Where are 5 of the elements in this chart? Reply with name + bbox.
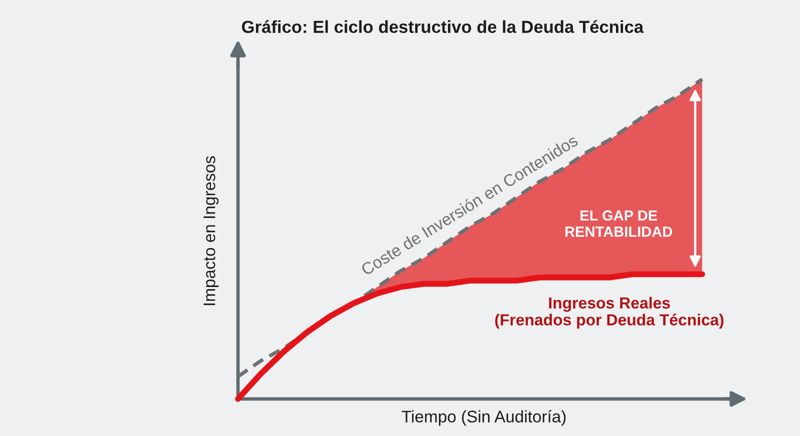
chart-title: Gráfico: El ciclo destructivo de la Deuda Técnica [242,20,644,33]
annotation: EL GAP DE RENTABILIDAD [565,210,672,237]
y-axis-title: Impacto en Ingresos [204,156,219,306]
series-label: Ingresos Reales (Frenados por Deuda Técnica) [495,296,724,329]
x-axis-title: Tiempo (Sin Auditoría) [402,410,566,426]
